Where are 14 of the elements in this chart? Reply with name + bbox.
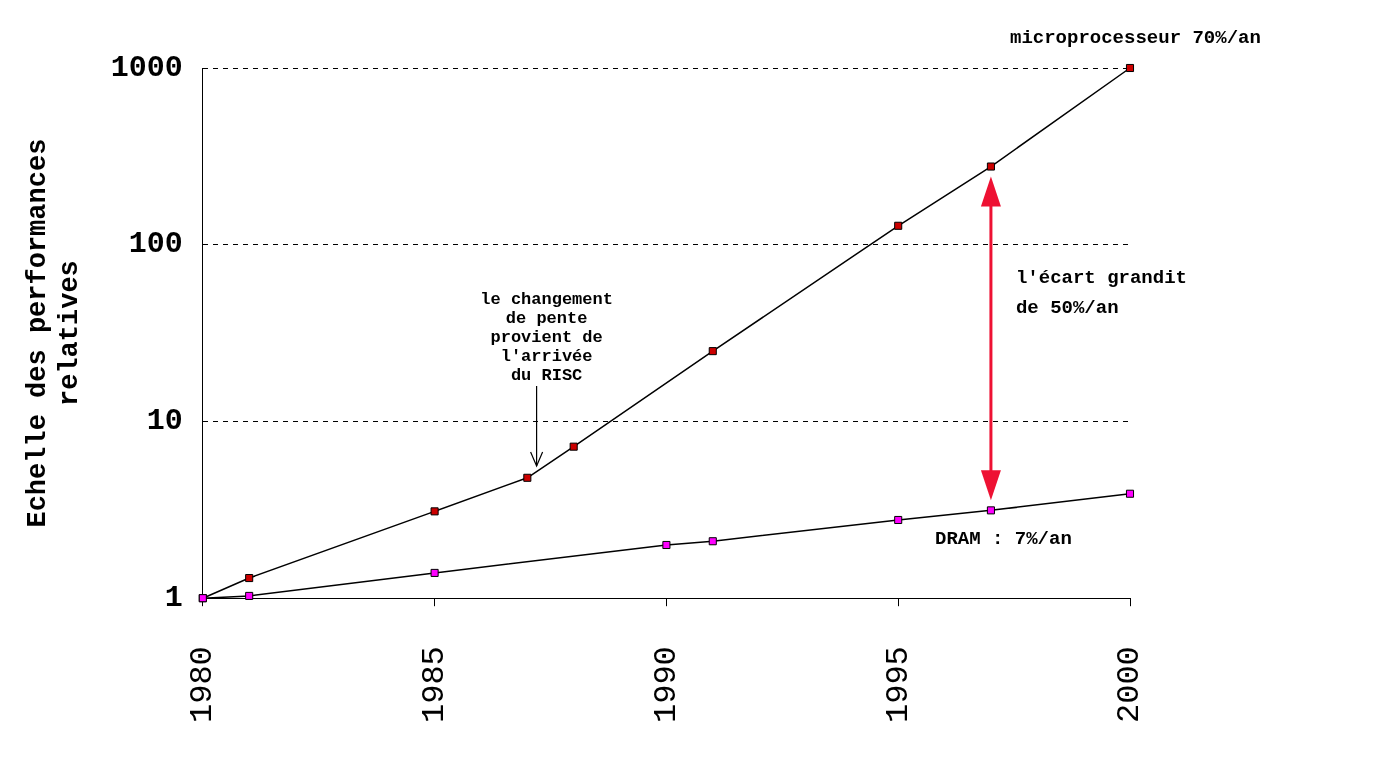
y-tick-label: 1000 [110, 50, 183, 85]
series-label: microprocesseur 70%/an [1010, 26, 1261, 49]
annotation: le changement de pente provient de l'arrivée du RISC [480, 289, 613, 385]
annotation: l'écart grandit de 50%/an [1015, 266, 1187, 319]
y-tick-label: 100 [128, 227, 183, 262]
y-tick-label: 1 [164, 580, 183, 615]
y-tick-label: 10 [146, 404, 183, 439]
x-tick-label: 2000 [1111, 646, 1149, 723]
series-label: DRAM : 7%/an [935, 527, 1072, 550]
x-tick-label: 1990 [647, 646, 685, 723]
x-tick-label: 1985 [416, 646, 454, 723]
x-tick-label: 1980 [184, 646, 222, 723]
y-axis-title: Echelle des performances relatives [23, 138, 86, 528]
x-tick-label: 1995 [879, 646, 917, 723]
